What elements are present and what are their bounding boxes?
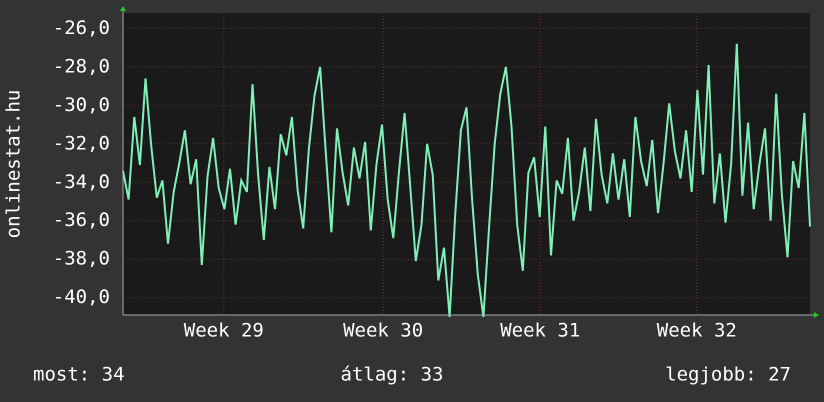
y-tick-label: -34,0 [53, 171, 110, 193]
x-tick-label: Week 29 [184, 320, 264, 342]
y-tick-label: -40,0 [53, 286, 110, 308]
y-tick-label: -28,0 [53, 55, 110, 77]
y-axis-label: onlinestat.hu [3, 90, 25, 239]
x-tick-label: Week 32 [657, 320, 737, 342]
plot-area [123, 13, 810, 315]
y-tick-label: -38,0 [53, 248, 110, 270]
x-tick-label: Week 30 [343, 320, 423, 342]
footer-stat: legjobb: 27 [665, 364, 791, 386]
y-tick-label: -26,0 [53, 17, 110, 39]
footer-stat: átlag: 33 [341, 364, 444, 386]
y-tick-label: -36,0 [53, 209, 110, 231]
footer-stat: most: 34 [33, 364, 125, 386]
y-tick-label: -30,0 [53, 94, 110, 116]
x-tick-label: Week 31 [500, 320, 580, 342]
axis-arrow [814, 312, 819, 318]
data-line [122, 43, 811, 318]
y-tick-label: -32,0 [53, 132, 110, 154]
axis-arrow [120, 6, 126, 11]
